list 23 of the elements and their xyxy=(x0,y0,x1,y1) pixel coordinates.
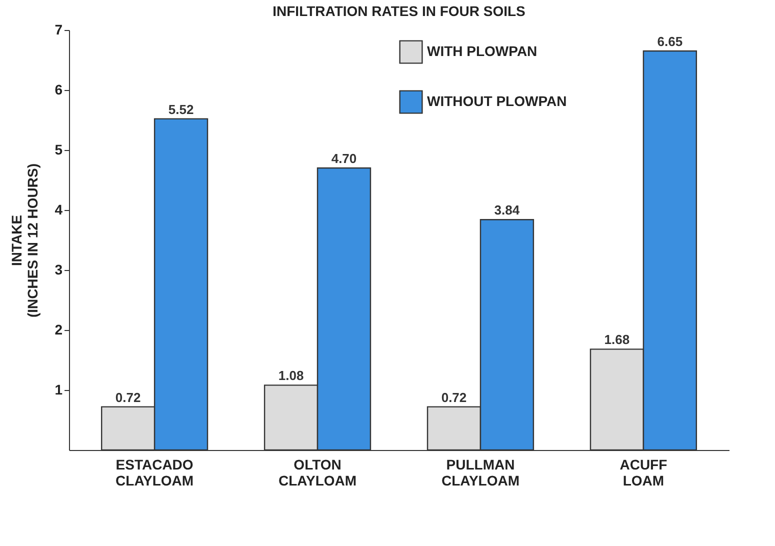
legend-label: WITHOUT PLOWPAN xyxy=(427,93,567,109)
legend-label: WITH PLOWPAN xyxy=(427,43,538,59)
data-label: 4.70 xyxy=(331,151,357,166)
x-tick-label: ESTACADO CLAYLOAM xyxy=(116,456,194,488)
y-tick-label: 4 xyxy=(54,202,63,218)
data-label: 0.72 xyxy=(441,390,467,405)
chart-title: INFILTRATION RATES IN FOUR SOILS xyxy=(272,3,526,19)
data-label: 3.84 xyxy=(494,202,520,218)
y-tick-label: 7 xyxy=(54,22,63,38)
data-label: 0.72 xyxy=(115,390,141,405)
data-label: 5.52 xyxy=(168,102,194,117)
y-axis-title: INTAKE (INCHES IN 12 HOURS) xyxy=(8,163,41,318)
y-tick-label: 1 xyxy=(54,382,63,398)
x-tick-label: ACUFF LOAM xyxy=(620,456,668,488)
data-label: 1.08 xyxy=(278,368,304,384)
y-tick-label: 5 xyxy=(54,142,63,158)
y-tick-label: 6 xyxy=(54,82,63,98)
x-tick-label: OLTON CLAYLOAM xyxy=(278,456,357,488)
x-tick-label: PULLMAN CLAYLOAM xyxy=(441,456,520,488)
data-label: 6.65 xyxy=(657,34,683,49)
y-tick-label: 3 xyxy=(54,262,63,278)
y-tick-label: 2 xyxy=(54,322,63,338)
data-label: 1.68 xyxy=(604,332,630,348)
